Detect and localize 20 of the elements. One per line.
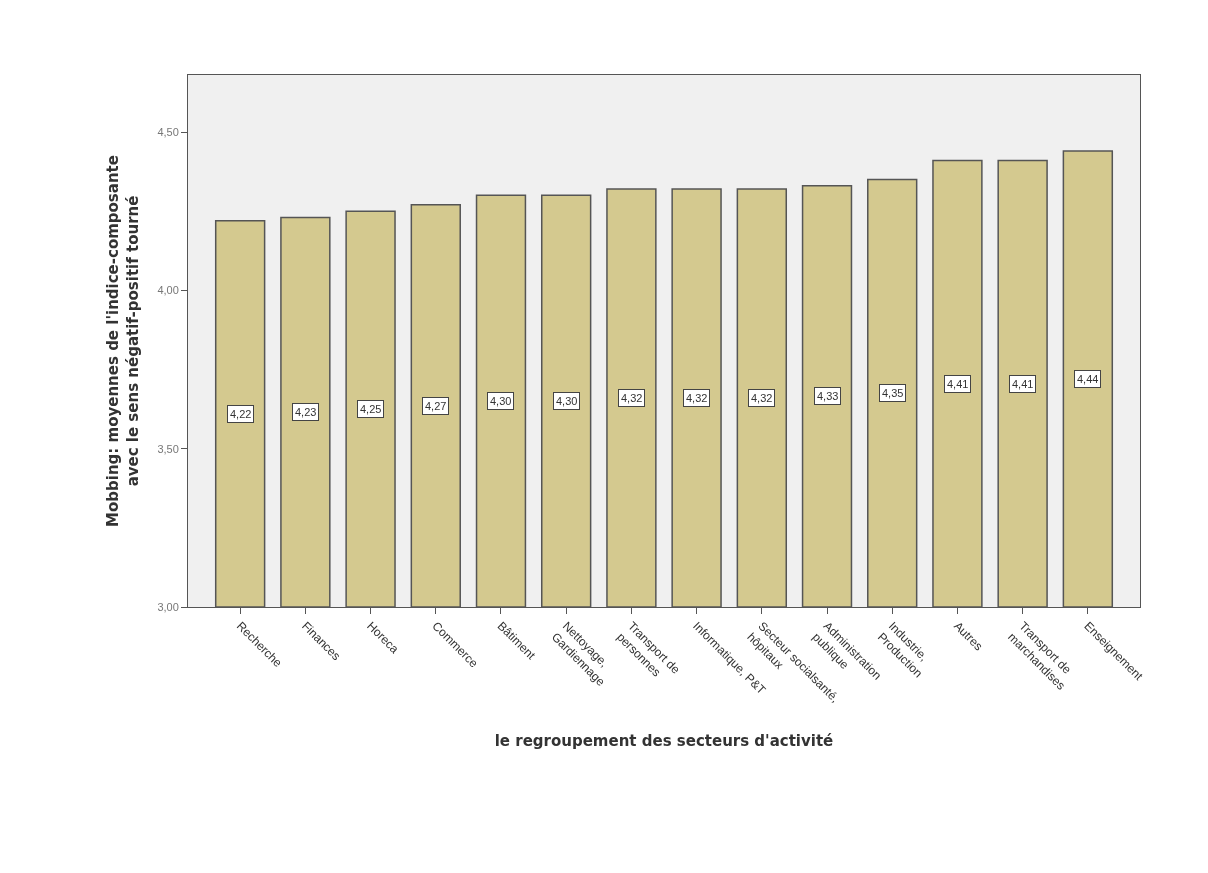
- data-label: 4,44: [1077, 373, 1099, 385]
- y-tick-label: 4,50: [157, 125, 179, 138]
- data-label: 4,32: [686, 392, 708, 404]
- data-label: 4,22: [230, 408, 252, 420]
- data-label: 4,41: [947, 378, 969, 390]
- data-label: 4,32: [751, 392, 773, 404]
- data-label: 4,33: [817, 390, 839, 402]
- data-label: 4,41: [1012, 378, 1034, 390]
- data-label: 4,25: [360, 403, 382, 415]
- y-tick-label: 3,50: [157, 442, 179, 455]
- y-axis-title: Mobbing: moyennes de l'indice-composante avec le sens négatif-positif tourné: [104, 155, 142, 527]
- y-tick-label: 3,00: [157, 600, 179, 613]
- data-label: 4,35: [882, 387, 904, 399]
- data-label: 4,30: [490, 395, 512, 407]
- data-label: 4,27: [425, 400, 447, 412]
- x-axis-title: le regroupement des secteurs d'activité: [494, 732, 834, 751]
- data-label: 4,23: [295, 406, 317, 418]
- data-label: 4,30: [556, 395, 578, 407]
- y-tick-label: 4,00: [157, 284, 179, 297]
- data-label: 4,32: [621, 392, 643, 404]
